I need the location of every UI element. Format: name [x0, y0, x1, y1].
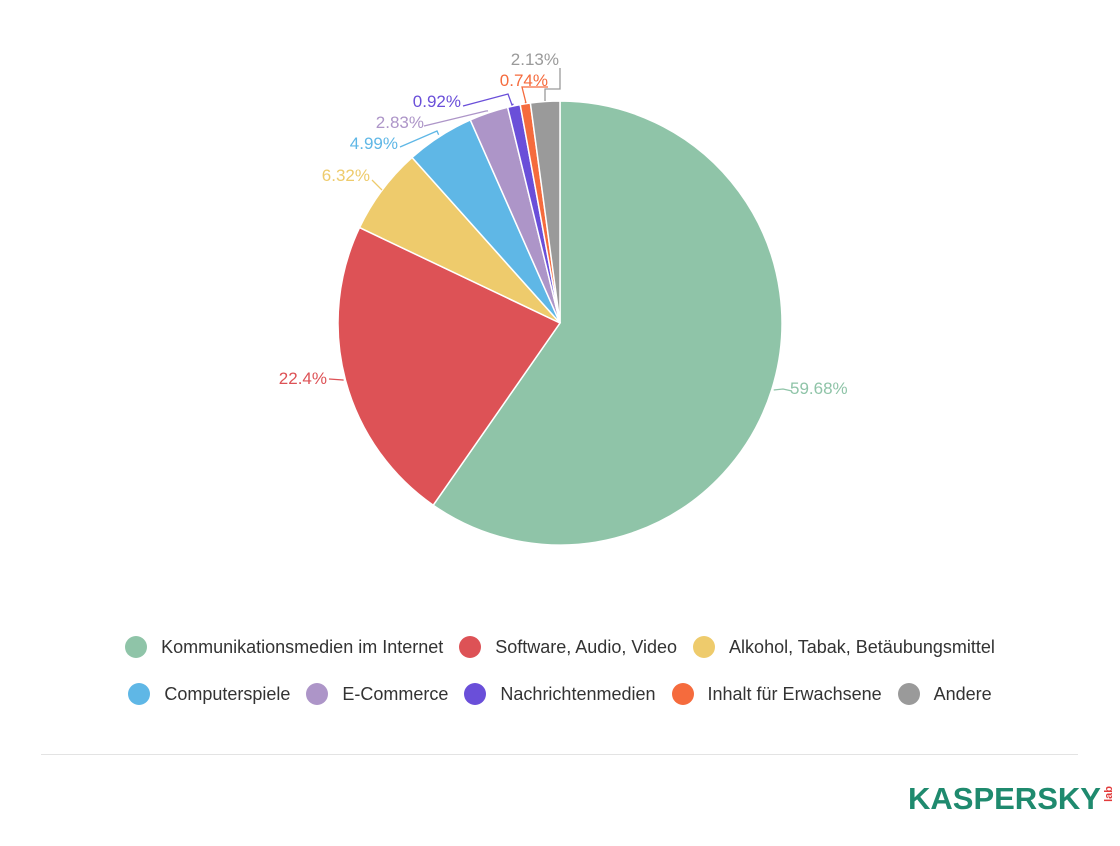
legend-marker-icon — [897, 683, 920, 705]
legend-item-r2-2[interactable]: Nachrichtenmedien — [464, 683, 656, 705]
legend-item-r2-4[interactable]: Andere — [897, 683, 992, 705]
pie-chart: 59.68% 22.4% 6.32% 4.99% 2.83% 0.92% 0.74% 2.13… — [279, 50, 848, 546]
leader-line-3 — [399, 130, 440, 148]
legend-marker-icon — [125, 636, 148, 658]
data-label-7: 2.13% — [511, 50, 559, 69]
legend-label: Inhalt für Erwachsene — [707, 683, 882, 704]
legend-marker-icon — [464, 683, 487, 705]
legend-item-r2-3[interactable]: Inhalt für Erwachsene — [671, 683, 882, 705]
data-label-1: 22.4% — [279, 369, 327, 388]
logo-lab-suffix: lab — [1102, 786, 1115, 802]
data-label-3: 4.99% — [350, 134, 398, 153]
legend-row-1: Kommunikationsmedien im Internet Software… — [0, 636, 1120, 658]
legend-item-r1-2[interactable]: Alkohol, Tabak, Betäubungsmittel — [693, 636, 995, 658]
legend-marker-icon — [128, 683, 151, 705]
leader-line-7 — [544, 68, 561, 102]
data-label-0: 59.68% — [790, 379, 848, 398]
legend-marker-icon — [671, 683, 694, 705]
legend-label: Software, Audio, Video — [495, 636, 678, 657]
legend-marker-icon — [306, 683, 329, 705]
legend-label: Nachrichtenmedien — [500, 683, 656, 704]
pie-slice-7 — [529, 100, 561, 324]
pie-slice-0 — [432, 100, 783, 546]
legend-label: Kommunikationsmedien im Internet — [161, 636, 444, 657]
footer-divider — [41, 754, 1078, 755]
data-label-6: 0.74% — [500, 71, 548, 90]
data-label-5: 0.92% — [413, 92, 461, 111]
leader-line-0 — [773, 388, 793, 392]
legend-item-r1-1[interactable]: Software, Audio, Video — [459, 636, 677, 658]
leader-line-5 — [462, 93, 514, 107]
leader-line-4 — [423, 110, 489, 127]
legend-row-2: Computerspiele E-Commerce Nachrichtenmedie… — [0, 683, 1120, 705]
leader-line-2 — [371, 179, 383, 191]
legend-label: Alkohol, Tabak, Betäubungsmittel — [729, 636, 995, 657]
legend-label: Andere — [933, 683, 992, 704]
legend-label: E-Commerce — [342, 683, 449, 704]
leader-line-6 — [521, 86, 548, 104]
data-label-2: 6.32% — [322, 166, 370, 185]
leader-line-1 — [328, 378, 344, 381]
logo-wordmark: KASPERSKY — [908, 781, 1101, 816]
legend-marker-icon — [693, 636, 716, 658]
legend-marker-icon — [459, 636, 482, 658]
legend-item-r1-0[interactable]: Kommunikationsmedien im Internet — [125, 636, 443, 658]
kaspersky-logo: KASPERSKY lab — [908, 782, 1115, 816]
legend-item-r2-1[interactable]: E-Commerce — [306, 683, 448, 705]
legend-label: Computerspiele — [164, 683, 291, 704]
data-label-4: 2.83% — [376, 113, 424, 132]
legend-item-r2-0[interactable]: Computerspiele — [128, 683, 290, 705]
